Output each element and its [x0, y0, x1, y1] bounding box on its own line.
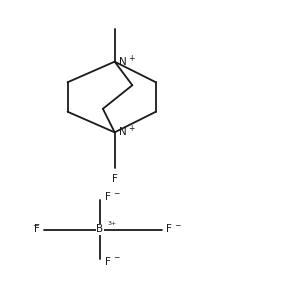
Text: −: −	[113, 254, 120, 262]
Text: F: F	[105, 257, 111, 267]
Text: +: +	[128, 124, 135, 133]
Text: F: F	[166, 224, 172, 235]
Text: N: N	[119, 127, 127, 137]
Text: F: F	[105, 192, 111, 202]
Text: −: −	[32, 221, 38, 230]
Text: −: −	[113, 189, 120, 198]
Text: 3+: 3+	[107, 220, 117, 226]
Text: F: F	[112, 174, 118, 184]
Text: +: +	[128, 54, 135, 63]
Text: N: N	[119, 57, 127, 67]
Text: −: −	[174, 221, 181, 230]
Text: B: B	[96, 224, 103, 235]
Text: F: F	[34, 224, 40, 235]
